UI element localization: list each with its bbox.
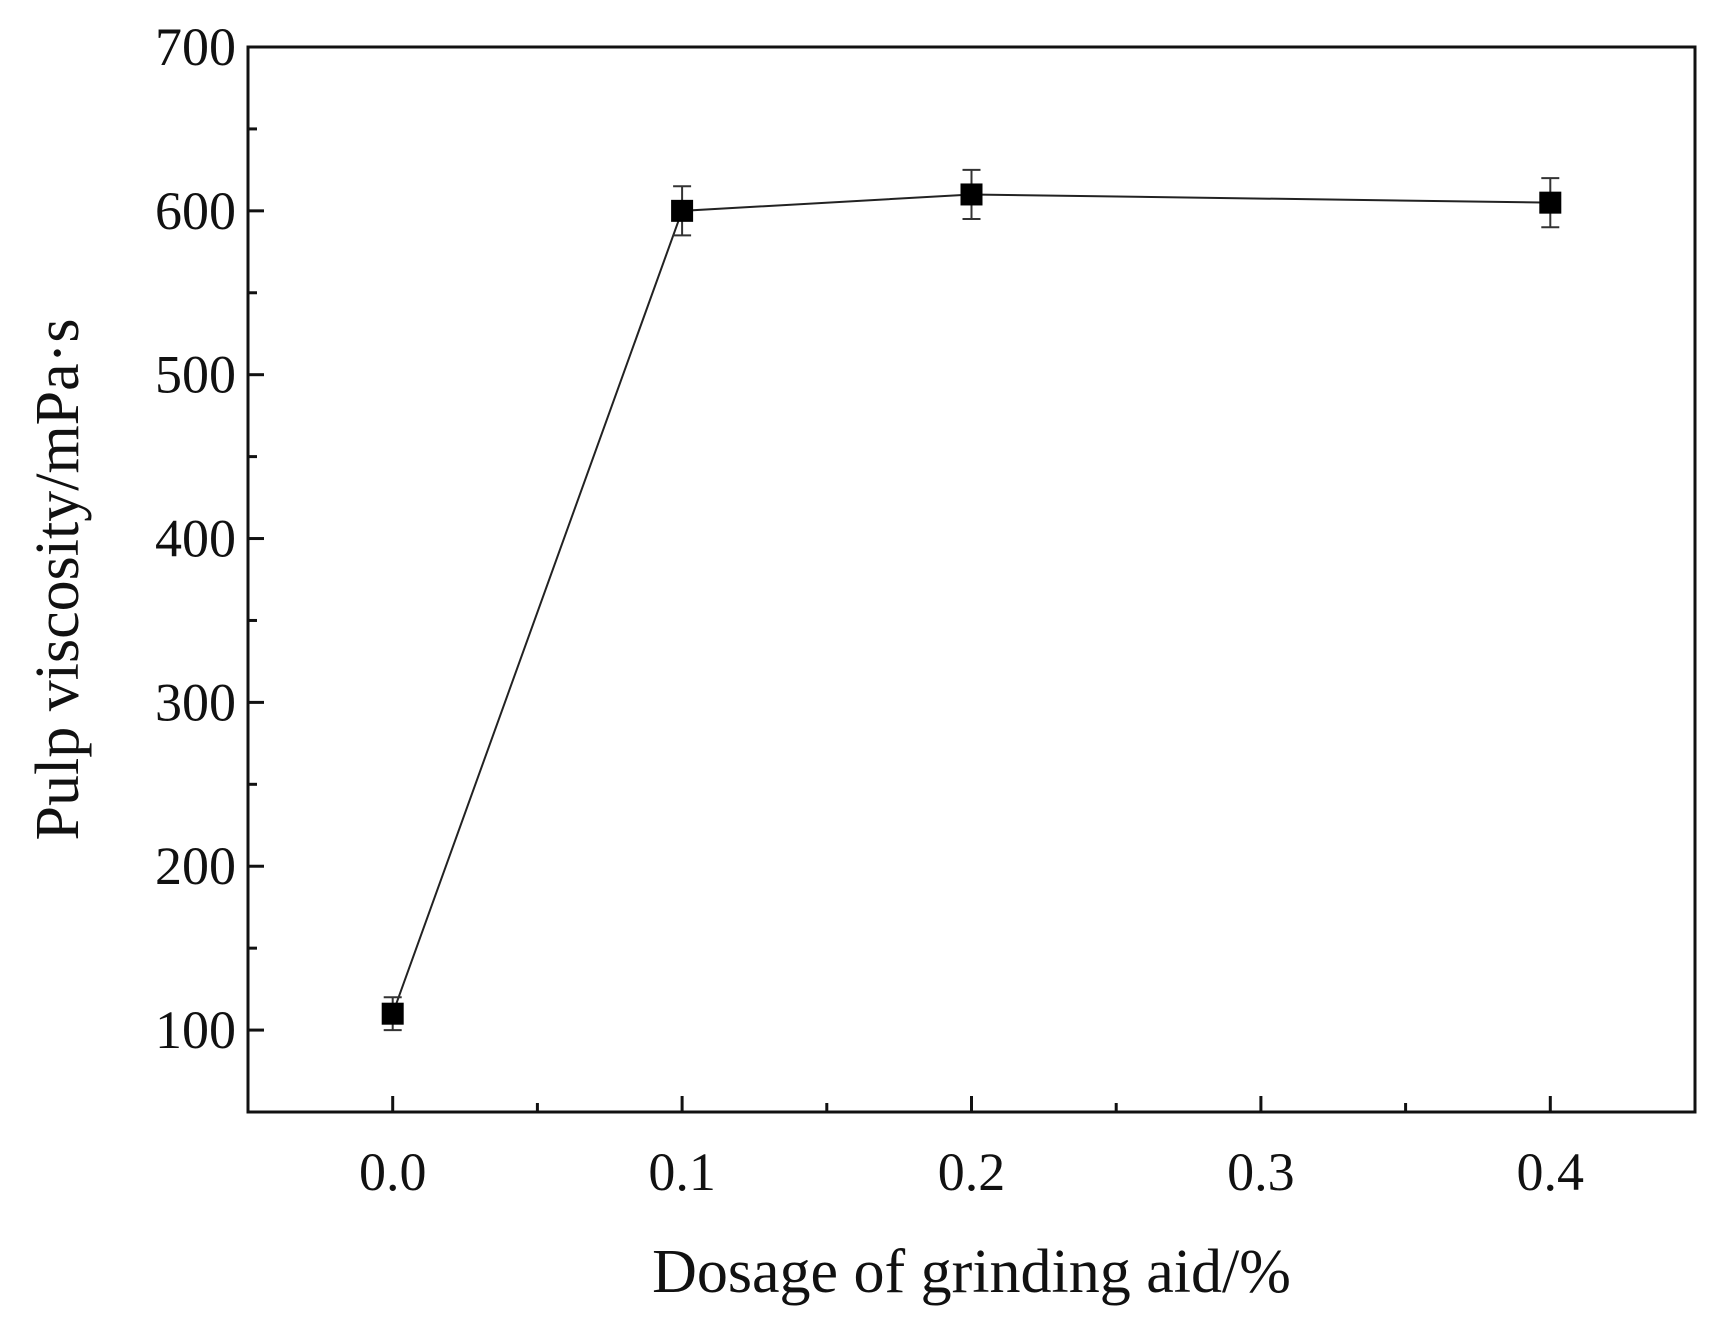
y-tick-label: 200: [155, 836, 236, 896]
y-axis-title: Pulp viscosity/mPa·s: [24, 319, 92, 841]
x-tick-label: 0.1: [648, 1142, 716, 1202]
series-line: [391, 193, 1551, 1015]
x-axis-tick-labels: 0.0 0.1 0.2 0.3 0.4: [359, 1142, 1584, 1202]
y-tick-label: 400: [155, 509, 236, 569]
data-series: [381, 168, 1562, 1032]
square-marker: [1539, 191, 1562, 214]
y-axis-tick-labels: 100 200 300 400 500 600 700: [155, 17, 236, 1060]
y-tick-label: 100: [155, 1000, 236, 1060]
y-tick-label: 500: [155, 345, 236, 405]
data-point: [381, 996, 404, 1032]
y-tick-label: 700: [155, 17, 236, 77]
square-marker: [960, 183, 983, 206]
x-tick-label: 0.0: [359, 1142, 427, 1202]
y-tick-label: 300: [155, 672, 236, 732]
x-tick-label: 0.4: [1517, 1142, 1585, 1202]
x-axis-title: Dosage of grinding aid/%: [652, 1238, 1291, 1306]
x-axis-ticks: [391, 1096, 1552, 1112]
x-tick-label: 0.2: [938, 1142, 1006, 1202]
data-point: [1539, 177, 1562, 229]
y-tick-label: 600: [155, 181, 236, 241]
square-marker: [381, 1002, 404, 1025]
data-point: [960, 168, 983, 221]
x-tick-label: 0.3: [1227, 1142, 1295, 1202]
y-axis-ticks: [248, 45, 264, 1032]
square-marker: [671, 199, 694, 222]
data-point: [671, 185, 694, 237]
